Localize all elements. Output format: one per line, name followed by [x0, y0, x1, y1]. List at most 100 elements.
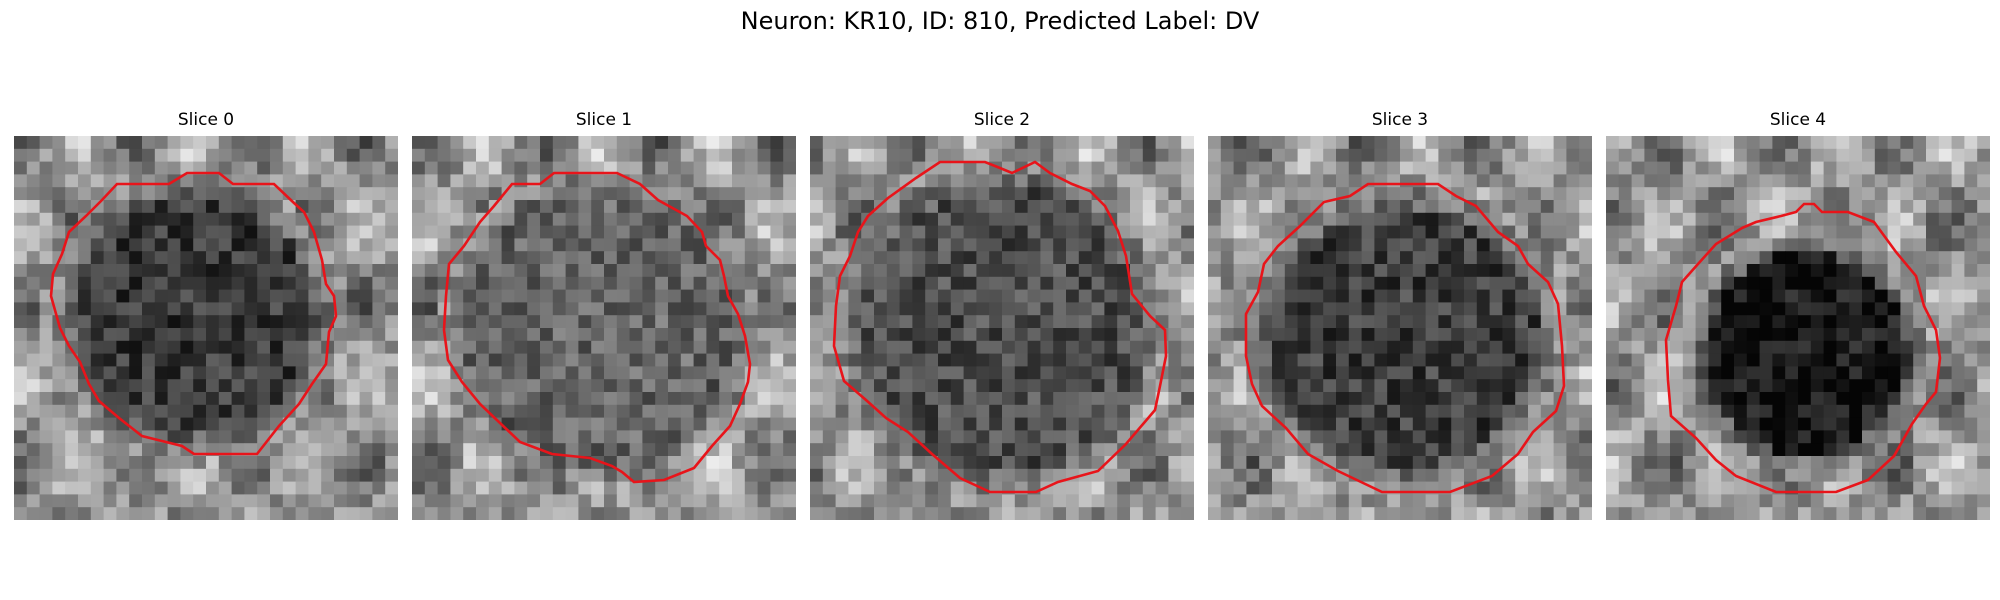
image-pixel	[989, 404, 1003, 418]
image-pixel	[732, 379, 746, 393]
image-pixel	[1926, 200, 1940, 214]
image-pixel	[886, 404, 900, 418]
image-pixel	[1476, 353, 1490, 367]
image-pixel	[1566, 404, 1580, 418]
image-pixel	[848, 340, 862, 354]
image-pixel	[463, 148, 477, 162]
image-pixel	[359, 379, 373, 393]
image-pixel	[1425, 289, 1439, 303]
image-pixel	[680, 328, 694, 342]
image-pixel	[1734, 353, 1748, 367]
image-pixel	[1310, 200, 1324, 214]
image-pixel	[616, 264, 630, 278]
image-pixel	[950, 379, 964, 393]
image-pixel	[668, 417, 682, 431]
image-pixel	[385, 340, 398, 354]
image-pixel	[1553, 174, 1567, 188]
image-pixel	[578, 392, 592, 406]
image-pixel	[693, 212, 707, 226]
image-pixel	[1323, 174, 1337, 188]
image-pixel	[1208, 468, 1222, 482]
image-pixel	[1400, 289, 1414, 303]
image-pixel	[1259, 148, 1273, 162]
image-pixel	[476, 289, 490, 303]
image-pixel	[963, 507, 977, 520]
image-pixel	[1502, 392, 1516, 406]
image-pixel	[1913, 379, 1927, 393]
image-pixel	[1874, 507, 1888, 520]
image-pixel	[989, 302, 1003, 316]
image-pixel	[1348, 264, 1362, 278]
image-pixel	[1476, 225, 1490, 239]
image-pixel	[463, 468, 477, 482]
image-pixel	[899, 212, 913, 226]
image-pixel	[719, 200, 733, 214]
image-pixel	[116, 328, 130, 342]
image-pixel	[1155, 174, 1169, 188]
image-pixel	[129, 443, 143, 457]
image-pixel	[1027, 174, 1041, 188]
image-pixel	[257, 148, 271, 162]
image-pixel	[218, 328, 232, 342]
image-pixel	[1027, 404, 1041, 418]
image-pixel	[1721, 289, 1735, 303]
image-pixel	[1361, 251, 1375, 265]
image-pixel	[1361, 148, 1375, 162]
image-pixel	[346, 174, 360, 188]
image-pixel	[65, 238, 79, 252]
image-pixel	[1849, 161, 1863, 175]
image-pixel	[359, 200, 373, 214]
image-pixel	[1708, 340, 1722, 354]
image-pixel	[1798, 264, 1812, 278]
image-pixel	[1502, 443, 1516, 457]
image-pixel	[231, 302, 245, 316]
image-pixel	[424, 148, 438, 162]
image-pixel	[1502, 302, 1516, 316]
image-pixel	[1515, 225, 1529, 239]
image-pixel	[925, 430, 939, 444]
image-pixel	[1553, 187, 1567, 201]
image-pixel	[334, 289, 348, 303]
image-pixel	[26, 174, 40, 188]
image-pixel	[1682, 251, 1696, 265]
image-pixel	[912, 212, 926, 226]
image-pixel	[629, 187, 643, 201]
image-pixel	[1117, 212, 1131, 226]
image-pixel	[1451, 174, 1465, 188]
image-pixel	[1053, 200, 1067, 214]
image-pixel	[1798, 148, 1812, 162]
image-pixel	[540, 302, 554, 316]
image-pixel	[604, 212, 618, 226]
image-pixel	[770, 494, 784, 508]
image-pixel	[1913, 174, 1927, 188]
image-pixel	[783, 404, 796, 418]
image-pixel	[874, 187, 888, 201]
image-pixel	[1746, 238, 1760, 252]
image-pixel	[616, 225, 630, 239]
image-pixel	[925, 443, 939, 457]
image-pixel	[1476, 187, 1490, 201]
image-pixel	[963, 328, 977, 342]
image-pixel	[1220, 417, 1234, 431]
image-pixel	[1438, 404, 1452, 418]
image-pixel	[1297, 264, 1311, 278]
image-pixel	[1746, 302, 1760, 316]
image-pixel	[925, 315, 939, 329]
image-pixel	[359, 276, 373, 290]
image-pixel	[757, 456, 771, 470]
image-pixel	[424, 392, 438, 406]
image-pixel	[14, 174, 28, 188]
image-pixel	[1951, 353, 1965, 367]
image-pixel	[822, 148, 836, 162]
image-pixel	[52, 379, 66, 393]
image-pixel	[744, 494, 758, 508]
image-pixel	[180, 340, 194, 354]
image-pixel	[976, 468, 990, 482]
image-pixel	[1618, 174, 1632, 188]
image-pixel	[1412, 264, 1426, 278]
image-pixel	[1425, 174, 1439, 188]
image-pixel	[783, 238, 796, 252]
image-pixel	[938, 225, 952, 239]
image-pixel	[1977, 276, 1990, 290]
image-pixel	[129, 392, 143, 406]
